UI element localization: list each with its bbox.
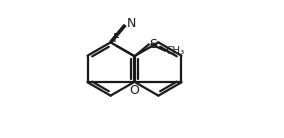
Text: S: S bbox=[149, 38, 157, 51]
Text: O: O bbox=[130, 84, 139, 97]
Text: F: F bbox=[113, 32, 120, 45]
Text: CH₃: CH₃ bbox=[165, 46, 185, 56]
Text: N: N bbox=[127, 17, 136, 30]
